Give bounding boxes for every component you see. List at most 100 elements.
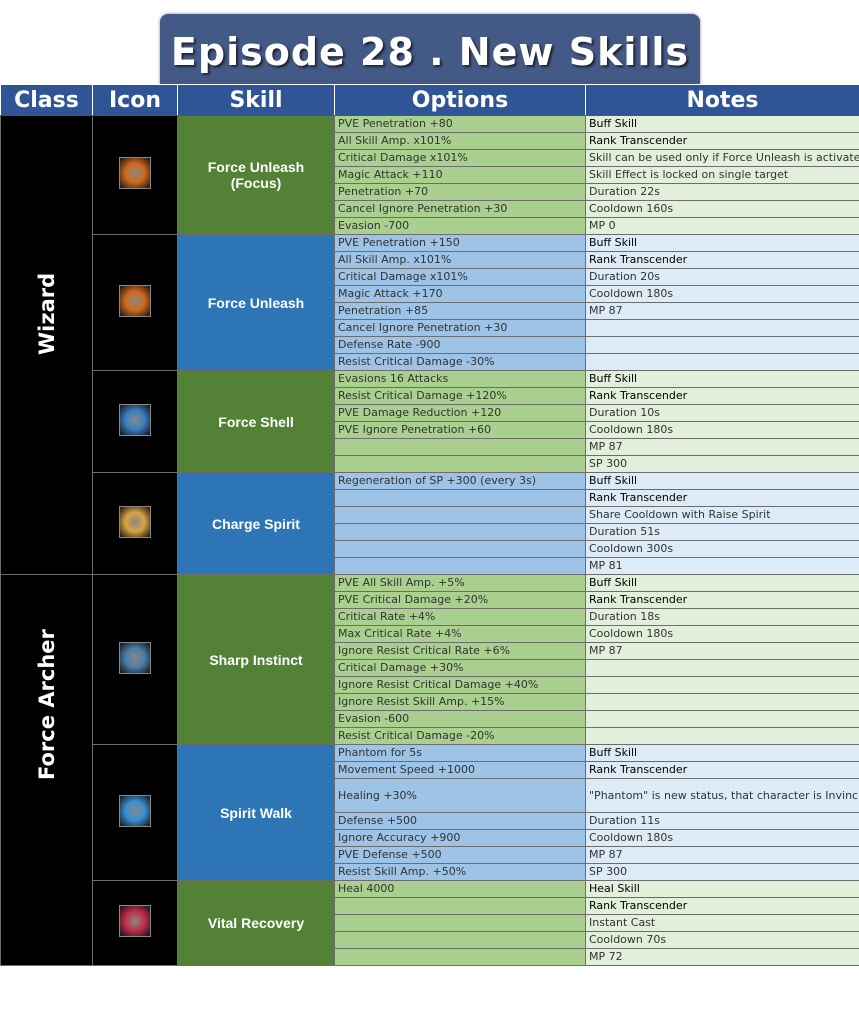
note-cell: Buff Skill: [585, 574, 859, 592]
option-cell: Critical Rate +4%: [334, 608, 586, 626]
note-cell: Cooldown 70s: [585, 931, 859, 949]
note-cell: Duration 22s: [585, 183, 859, 201]
icon-cell: [92, 472, 178, 575]
force-unleash-icon: [119, 284, 151, 317]
note-cell: Rank Transcender: [585, 251, 859, 269]
option-cell: Penetration +85: [334, 302, 586, 320]
table-row: PVE Critical Damage +20% Rank Transcender: [1, 591, 859, 609]
option-cell: Evasions 16 Attacks: [334, 370, 586, 388]
option-cell: Critical Damage x101%: [334, 149, 586, 167]
table-row: Max Critical Rate +4% Cooldown 180s: [1, 625, 859, 643]
table-row: All Skill Amp. x101% Rank Transcender: [1, 251, 859, 269]
table-row: PVE Defense +500 MP 87: [1, 846, 859, 864]
option-cell: [334, 948, 586, 966]
note-cell: Rank Transcender: [585, 591, 859, 609]
force-unleash-focus-icon: [119, 157, 151, 189]
icon-cell: [92, 574, 178, 745]
table-row: Wizard Force Unleash (Focus) PVE Penetrati…: [0, 115, 859, 575]
note-cell: [585, 710, 859, 728]
note-cell: Rank Transcender: [585, 761, 859, 779]
table-row: Force Unleash PVE Penetration +150 Buff Sk…: [1, 234, 859, 371]
table-row: Charge Spirit Regeneration of SP +300 (ev…: [1, 472, 859, 575]
header-row: Class Icon Skill Options Notes: [0, 84, 859, 116]
option-cell: Regeneration of SP +300 (every 3s): [334, 472, 586, 490]
note-cell: [585, 319, 859, 337]
option-cell: PVE Penetration +150: [334, 234, 586, 252]
skill-name: Charge Spirit: [177, 472, 335, 575]
option-cell: Max Critical Rate +4%: [334, 625, 586, 643]
note-cell: Rank Transcender: [585, 132, 859, 150]
option-cell: Resist Skill Amp. +50%: [334, 863, 586, 881]
table-row: Resist Critical Damage -30%: [1, 353, 859, 371]
note-cell: [585, 727, 859, 745]
note-cell: MP 87: [585, 846, 859, 864]
note-cell: MP 87: [585, 642, 859, 660]
option-cell: PVE Ignore Penetration +60: [334, 421, 586, 439]
table-row: Movement Speed +1000 Rank Transcender: [1, 761, 859, 779]
table-row: Critical Damage x101% Duration 20s: [1, 268, 859, 286]
option-cell: Ignore Resist Critical Damage +40%: [334, 676, 586, 694]
icon-cell: [92, 234, 178, 371]
note-cell: Cooldown 180s: [585, 829, 859, 847]
note-cell: Buff Skill: [585, 472, 859, 490]
table-row: Force Shell Evasions 16 Attacks Buff Skill: [1, 370, 859, 473]
note-cell: Duration 51s: [585, 523, 859, 541]
note-cell: [585, 659, 859, 677]
option-cell: Heal 4000: [334, 880, 586, 898]
option-cell: Magic Attack +110: [334, 166, 586, 184]
header-skill: Skill: [177, 84, 335, 116]
option-cell: PVE Critical Damage +20%: [334, 591, 586, 609]
table-row: All Skill Amp. x101% Rank Transcender: [1, 132, 859, 150]
option-cell: [334, 931, 586, 949]
table-row: SP 300: [1, 455, 859, 473]
class-name: Force Archer: [34, 629, 59, 780]
table-row: MP 81: [1, 557, 859, 575]
header-notes: Notes: [585, 84, 859, 116]
note-cell: Buff Skill: [585, 370, 859, 388]
option-cell: [334, 438, 586, 456]
table-row: Resist Critical Damage +120% Rank Transce…: [1, 387, 859, 405]
vital-recovery-icon: [119, 905, 151, 937]
note-cell: Buff Skill: [585, 115, 859, 133]
option-cell: PVE Penetration +80: [334, 115, 586, 133]
note-cell: [585, 676, 859, 694]
option-cell: Ignore Resist Skill Amp. +15%: [334, 693, 586, 711]
note-cell: [585, 336, 859, 354]
option-cell: Resist Critical Damage +120%: [334, 387, 586, 405]
spirit-walk-icon: [119, 794, 151, 827]
option-cell: Evasion -700: [334, 217, 586, 235]
note-cell: Cooldown 180s: [585, 625, 859, 643]
note-cell: Skill Effect is locked on single target: [585, 166, 859, 184]
note-cell: Cooldown 180s: [585, 285, 859, 303]
page-title: Episode 28 . New Skills: [170, 30, 690, 74]
table-row: Rank Transcender: [1, 489, 859, 507]
note-cell: Duration 20s: [585, 268, 859, 286]
header-options: Options: [334, 84, 586, 116]
title-banner: Episode 28 . New Skills: [160, 14, 700, 86]
note-cell: SP 300: [585, 863, 859, 881]
table-row: Force Archer Sharp Instinct PVE All Skill …: [0, 574, 859, 966]
note-cell: MP 81: [585, 557, 859, 575]
note-cell: MP 0: [585, 217, 859, 235]
option-cell: All Skill Amp. x101%: [334, 132, 586, 150]
charge-spirit-icon: [119, 505, 151, 538]
note-cell: [585, 353, 859, 371]
note-cell: MP 87: [585, 438, 859, 456]
skill-name: Sharp Instinct: [177, 574, 335, 745]
table-row: PVE Damage Reduction +120 Duration 10s: [1, 404, 859, 422]
table-row: Evasion -600: [1, 710, 859, 728]
table-row: Evasion -700 MP 0: [1, 217, 859, 235]
note-cell: Duration 11s: [585, 812, 859, 830]
note-cell: Heal Skill: [585, 880, 859, 898]
table-row: Ignore Resist Critical Rate +6% MP 87: [1, 642, 859, 660]
class-cell: Wizard: [0, 115, 93, 575]
option-cell: Movement Speed +1000: [334, 761, 586, 779]
option-cell: Resist Critical Damage -30%: [334, 353, 586, 371]
option-cell: Cancel Ignore Penetration +30: [334, 319, 586, 337]
note-cell: Rank Transcender: [585, 489, 859, 507]
table-row: Cooldown 70s: [1, 931, 859, 949]
note-cell: Share Cooldown with Raise Spirit: [585, 506, 859, 524]
header-icon: Icon: [92, 84, 178, 116]
note-cell: Instant Cast: [585, 914, 859, 932]
option-cell: Defense Rate -900: [334, 336, 586, 354]
